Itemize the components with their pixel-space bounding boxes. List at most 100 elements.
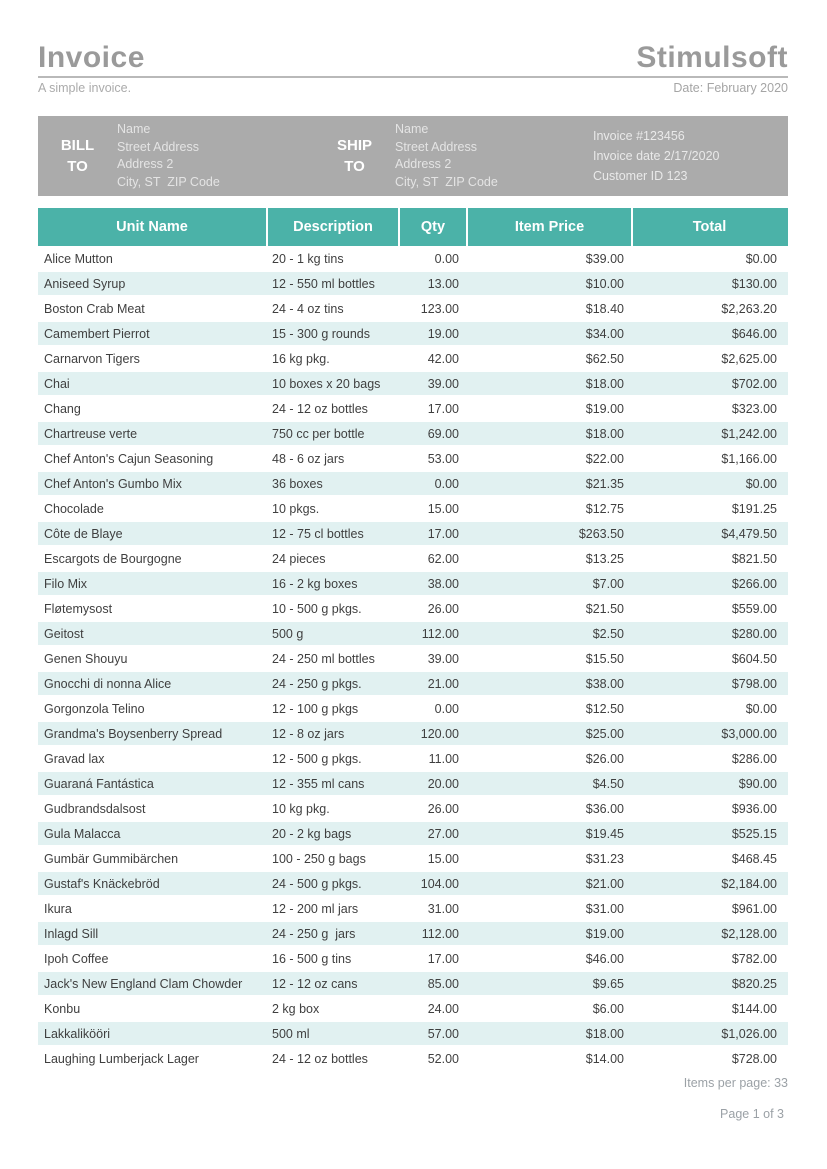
- address-line: Address 2: [395, 157, 452, 171]
- cell-unit-name: Gorgonzola Telino: [44, 701, 145, 716]
- cell-unit-name: Chai: [44, 376, 70, 391]
- cell-item-price: $2.50: [592, 626, 624, 641]
- table-row: Côte de Blaye 12 - 75 cl bottles 17.00 $263…: [38, 521, 788, 546]
- cell-total: $130.00: [731, 276, 777, 291]
- table-row: Chang 24 - 12 oz bottles 17.00 $19.00 $323.0…: [38, 396, 788, 421]
- cell-qty: 69.00: [427, 426, 459, 441]
- address-line: Address 2: [117, 157, 174, 171]
- cell-qty: 24.00: [427, 1001, 459, 1016]
- table-row: Guaraná Fantástica 12 - 355 ml cans 20.00 $…: [38, 771, 788, 796]
- cell-description: 500 g: [272, 626, 304, 641]
- cell-qty: 39.00: [427, 376, 459, 391]
- table-row: Laughing Lumberjack Lager 24 - 12 oz bott…: [38, 1046, 788, 1071]
- table-row: Gula Malacca 20 - 2 kg bags 27.00 $19.45 $52…: [38, 821, 788, 846]
- cell-qty: 0.00: [434, 251, 459, 266]
- cell-total: $1,166.00: [721, 451, 777, 466]
- cell-total: $323.00: [731, 401, 777, 416]
- cell-item-price: $46.00: [585, 951, 624, 966]
- cell-total: $2,625.00: [721, 351, 777, 366]
- cell-qty: 31.00: [427, 901, 459, 916]
- column-header-qty: Qty: [400, 208, 468, 246]
- cell-qty: 42.00: [427, 351, 459, 366]
- cell-item-price: $19.45: [585, 826, 624, 841]
- page-number-label: Page 1 of 3: [720, 1107, 784, 1121]
- table-row: Konbu 2 kg box 24.00 $6.00 $144.00: [38, 996, 788, 1021]
- cell-unit-name: Côte de Blaye: [44, 526, 123, 541]
- cell-qty: 53.00: [427, 451, 459, 466]
- cell-item-price: $12.50: [585, 701, 624, 716]
- table-row: Filo Mix 16 - 2 kg boxes 38.00 $7.00 $266.00: [38, 571, 788, 596]
- cell-qty: 11.00: [428, 751, 459, 766]
- cell-item-price: $31.23: [585, 851, 624, 866]
- address-line: Name: [117, 122, 151, 136]
- ship-to-address: Name Street Address Address 2 City, ST ZIP …: [383, 121, 563, 191]
- cell-qty: 26.00: [427, 801, 459, 816]
- cell-description: 100 - 250 g bags: [272, 851, 366, 866]
- cell-item-price: $25.00: [585, 726, 624, 741]
- cell-description: 24 pieces: [272, 551, 326, 566]
- cell-item-price: $4.50: [592, 776, 624, 791]
- cell-qty: 15.00: [427, 501, 459, 516]
- cell-item-price: $13.25: [585, 551, 624, 566]
- table-row: Boston Crab Meat 24 - 4 oz tins 123.00 $18.…: [38, 296, 788, 321]
- cell-item-price: $7.00: [592, 576, 624, 591]
- cell-description: 12 - 75 cl bottles: [272, 526, 364, 541]
- table-row: Gnocchi di nonna Alice 24 - 250 g pkgs. 21…: [38, 671, 788, 696]
- cell-unit-name: Geitost: [44, 626, 84, 641]
- cell-unit-name: Chartreuse verte: [44, 426, 138, 441]
- table-row: Gudbrandsdalsost 10 kg pkg. 26.00 $36.00 $93…: [38, 796, 788, 821]
- cell-qty: 15.00: [427, 851, 459, 866]
- cell-description: 12 - 12 oz cans: [272, 976, 358, 991]
- invoice-meta-line: Invoice #123456: [593, 129, 685, 143]
- cell-item-price: $19.00: [585, 401, 624, 416]
- address-line: Name: [395, 122, 429, 136]
- cell-item-price: $62.50: [585, 351, 624, 366]
- cell-description: 12 - 550 ml bottles: [272, 276, 375, 291]
- address-line: City, ST ZIP Code: [117, 174, 220, 189]
- table-row: Gustaf's Knäckebröd 24 - 500 g pkgs. 104.0…: [38, 871, 788, 896]
- cell-total: $468.45: [731, 851, 777, 866]
- items-per-page-label: Items per page: 33: [683, 1076, 788, 1090]
- table-row: Gravad lax 12 - 500 g pkgs. 11.00 $26.00 $28…: [38, 746, 788, 771]
- table-body: Alice Mutton 20 - 1 kg tins 0.00 $39.00 $0.0…: [38, 246, 788, 1071]
- table-row: Escargots de Bourgogne 24 pieces 62.00 $13.…: [38, 546, 788, 571]
- cell-unit-name: Jack's New England Clam Chowder: [44, 976, 243, 991]
- cell-unit-name: Genen Shouyu: [44, 651, 128, 666]
- cell-qty: 13.00: [427, 276, 459, 291]
- cell-description: 15 - 300 g rounds: [272, 326, 370, 341]
- cell-total: $2,263.20: [721, 301, 777, 316]
- table-row: Chocolade 10 pkgs. 15.00 $12.75 $191.25: [38, 496, 788, 521]
- cell-item-price: $19.00: [585, 926, 624, 941]
- cell-unit-name: Ikura: [44, 901, 72, 916]
- address-line: Street Address: [395, 139, 477, 154]
- cell-description: 24 - 250 ml bottles: [272, 651, 375, 666]
- cell-qty: 19.00: [427, 326, 459, 341]
- cell-unit-name: Chef Anton's Gumbo Mix: [44, 476, 182, 491]
- cell-unit-name: Escargots de Bourgogne: [44, 551, 182, 566]
- cell-description: 10 pkgs.: [272, 501, 320, 516]
- cell-description: 500 ml: [272, 1026, 310, 1041]
- cell-item-price: $38.00: [585, 676, 624, 691]
- cell-unit-name: Chocolade: [44, 501, 104, 516]
- cell-qty: 27.00: [427, 826, 459, 841]
- table-row: Jack's New England Clam Chowder 12 - 12 o…: [38, 971, 788, 996]
- cell-description: 24 - 12 oz bottles: [272, 1051, 368, 1066]
- table-row: Gumbär Gummibärchen 100 - 250 g bags 15.00…: [38, 846, 788, 871]
- table-row: Ikura 12 - 200 ml jars 31.00 $31.00 $961.00: [38, 896, 788, 921]
- column-header-unit-name: Unit Name: [38, 208, 268, 246]
- table-row: Lakkalikööri 500 ml 57.00 $18.00 $1,026.00: [38, 1021, 788, 1046]
- cell-description: 12 - 100 g pkgs: [272, 701, 359, 716]
- cell-total: $4,479.50: [721, 526, 777, 541]
- cell-total: $3,000.00: [721, 726, 777, 741]
- cell-qty: 0.00: [434, 701, 459, 716]
- table-row: Geitost 500 g 112.00 $2.50 $280.00: [38, 621, 788, 646]
- report-header: Invoice Stimulsoft: [38, 42, 788, 78]
- cell-qty: 112.00: [421, 926, 459, 941]
- cell-item-price: $31.00: [585, 901, 624, 916]
- cell-qty: 26.00: [427, 601, 459, 616]
- cell-unit-name: Gula Malacca: [44, 826, 121, 841]
- cell-unit-name: Boston Crab Meat: [44, 301, 145, 316]
- column-header-description: Description: [268, 208, 400, 246]
- cell-unit-name: Guaraná Fantástica: [44, 776, 154, 791]
- cell-total: $90.00: [738, 776, 777, 791]
